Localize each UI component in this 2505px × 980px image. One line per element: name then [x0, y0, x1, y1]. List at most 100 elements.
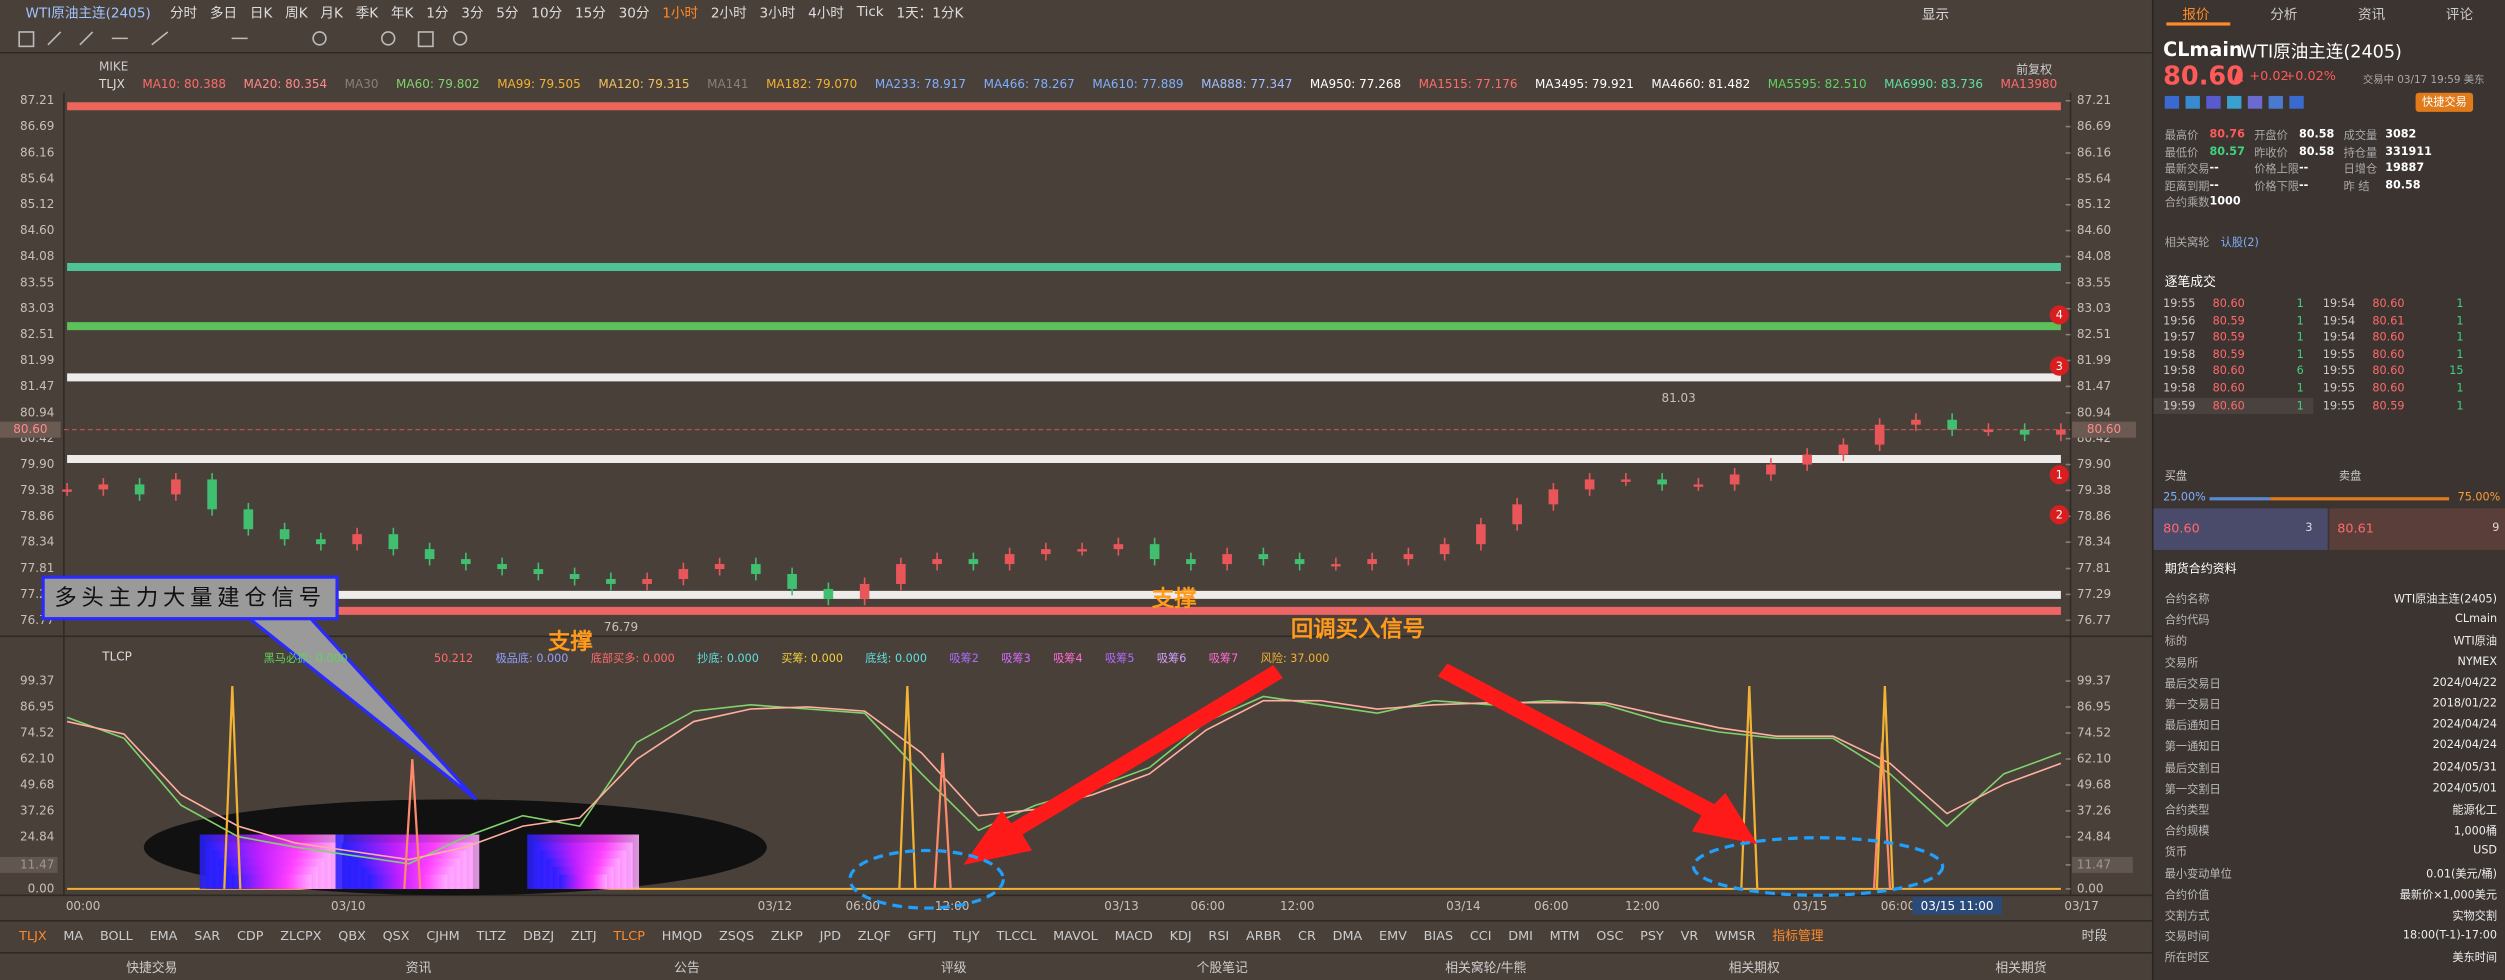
period-tab[interactable]: 4小时 — [808, 6, 844, 23]
candle — [134, 484, 145, 495]
indicator-tab[interactable]: QBX — [338, 928, 366, 944]
indicator-tab[interactable]: BIAS — [1423, 928, 1454, 944]
indicator-tab[interactable]: CDP — [236, 928, 264, 944]
display-menu[interactable]: 显示 — [1921, 7, 1950, 24]
indicator-tab[interactable]: MTM — [1549, 928, 1580, 944]
info-value: 2024/04/22 — [2432, 675, 2498, 689]
indicator-tab[interactable]: TLTZ — [476, 928, 507, 944]
indicator-tab[interactable]: BOLL — [99, 928, 133, 944]
period-tab[interactable]: 1天：1分K — [896, 6, 964, 23]
indicator-tab[interactable]: 指标管理 — [1772, 928, 1824, 944]
indicator-tab[interactable]: DBZJ — [522, 928, 555, 944]
indicator-tab[interactable]: OSC — [1596, 928, 1624, 944]
panel-tab[interactable]: 评论 — [2445, 7, 2474, 24]
period-tab[interactable]: 3分 — [461, 6, 484, 23]
icon[interactable] — [18, 31, 35, 48]
indicator-tab[interactable]: MACD — [1114, 928, 1153, 944]
icon[interactable] — [417, 31, 434, 48]
y-tick-label: 81.47 — [20, 379, 54, 393]
icon[interactable] — [79, 31, 94, 46]
trade-price: 80.60 — [2212, 297, 2245, 311]
indicator-tab[interactable]: ZLQF — [857, 928, 892, 944]
legend-item: MA3495: 79.921 — [1535, 76, 1634, 92]
candle — [1476, 524, 1486, 545]
indicator-tab[interactable]: PSY — [1640, 928, 1664, 944]
quick-trade[interactable]: 快捷交易 — [2415, 92, 2474, 112]
indicator-tab[interactable]: VR — [1680, 928, 1699, 944]
period-tab[interactable]: 15分 — [574, 6, 606, 23]
period-tab[interactable]: 2小时 — [710, 6, 747, 23]
indicator-tab[interactable]: RSI — [1208, 928, 1230, 944]
indicator-tab[interactable]: JPD — [819, 928, 841, 944]
panel-tab[interactable]: 资讯 — [2358, 7, 2386, 24]
bottom-tab[interactable]: 资讯 — [405, 960, 432, 976]
indicator-tab[interactable]: CR — [1298, 928, 1316, 944]
indicator-tab[interactable]: HMQD — [661, 928, 703, 944]
period-tab[interactable]: 10分 — [531, 6, 563, 23]
indicator-tab[interactable]: QSX — [382, 928, 410, 944]
icon — [2227, 95, 2242, 109]
indicator-tab[interactable]: ZLKP — [770, 928, 803, 944]
indicator-tab[interactable]: TLJX — [19, 928, 47, 944]
info-value: 1,000桶 — [2453, 825, 2498, 839]
icon[interactable] — [312, 31, 327, 46]
icon[interactable] — [47, 31, 62, 46]
period-tab[interactable]: 日K — [249, 6, 273, 23]
adjust-label[interactable]: 前复权 — [2016, 62, 2053, 77]
icon[interactable] — [381, 31, 396, 46]
indicator-tab[interactable]: TLCP — [613, 928, 645, 944]
indicator-tab[interactable]: WMSR — [1714, 928, 1756, 944]
period-tab[interactable]: 季K — [355, 6, 379, 23]
indicator-tab[interactable]: ZLCPX — [280, 928, 322, 944]
indicator-tab[interactable]: MA — [63, 928, 84, 944]
period-tab[interactable]: 周K — [285, 6, 308, 23]
info-label: 最后通知日 — [2164, 719, 2221, 733]
indicator-tab[interactable]: ZLTJ — [570, 928, 597, 944]
indicator-tab[interactable]: MAVOL — [1053, 928, 1098, 944]
panel-tab[interactable]: 分析 — [2270, 7, 2298, 24]
bottom-tab[interactable]: 个股笔记 — [1196, 960, 1248, 976]
indicator-tab[interactable]: DMA — [1332, 928, 1363, 944]
icon[interactable] — [151, 31, 169, 46]
trade-price: 80.59 — [2212, 348, 2245, 361]
bottom-tab[interactable]: 相关期货 — [1995, 960, 2047, 976]
period-tab[interactable]: 月K — [320, 6, 343, 23]
period-tab[interactable]: 1分 — [426, 6, 449, 23]
bottom-tab[interactable]: 相关窝轮/牛熊 — [1445, 960, 1527, 976]
period-tab[interactable]: 时段 — [2081, 928, 2108, 944]
period-tab[interactable]: 3小时 — [759, 6, 796, 23]
indicator-tab[interactable]: CJHM — [426, 928, 460, 944]
x-tick-label: 03/10 — [331, 899, 365, 913]
indicator-tab[interactable]: TLJY — [953, 928, 980, 944]
indicator-tab[interactable]: KDJ — [1169, 928, 1192, 944]
bottom-tab[interactable]: 快捷交易 — [126, 960, 178, 976]
x-tick-label: 06:00 — [1534, 899, 1568, 913]
period-tab[interactable]: 30分 — [618, 6, 650, 23]
bottom-tab[interactable]: 评级 — [940, 960, 967, 976]
indicator-tab[interactable]: GFTJ — [907, 928, 937, 944]
bottom-tab[interactable]: 相关期权 — [1728, 960, 1780, 976]
period-tab[interactable]: 1小时 — [662, 6, 699, 23]
legend-item: MA60: 79.802 — [396, 76, 480, 92]
indicator-tab[interactable]: CCI — [1469, 928, 1492, 944]
related-link[interactable]: 认股(2) — [2220, 236, 2259, 250]
indicator-tab[interactable]: EMV — [1379, 928, 1407, 944]
period-tab[interactable]: 分时 — [169, 6, 198, 23]
toolbar-icons — [18, 31, 468, 48]
bottom-tab[interactable]: 公告 — [674, 960, 700, 976]
period-tab[interactable]: 多日 — [209, 6, 238, 23]
indicator-tab[interactable]: EMA — [149, 928, 178, 944]
y-tick-label: 74.52 — [20, 726, 54, 740]
indicator-tab[interactable]: ARBR — [1245, 928, 1282, 944]
indicator-tab[interactable]: ZSQS — [719, 928, 755, 944]
indicator-tab[interactable]: TLCCL — [996, 928, 1037, 944]
candle — [1186, 559, 1196, 565]
indicator-tab[interactable]: DMI — [1508, 928, 1533, 944]
icon[interactable] — [452, 31, 468, 46]
period-tab[interactable]: Tick — [856, 4, 884, 21]
period-tab[interactable]: 年K — [390, 6, 414, 23]
period-tab[interactable]: 5分 — [496, 6, 519, 23]
high-label: 81.03 — [1662, 391, 1696, 405]
indicator-tab[interactable]: SAR — [194, 928, 221, 944]
panel-tab[interactable]: 报价 — [2182, 7, 2210, 24]
